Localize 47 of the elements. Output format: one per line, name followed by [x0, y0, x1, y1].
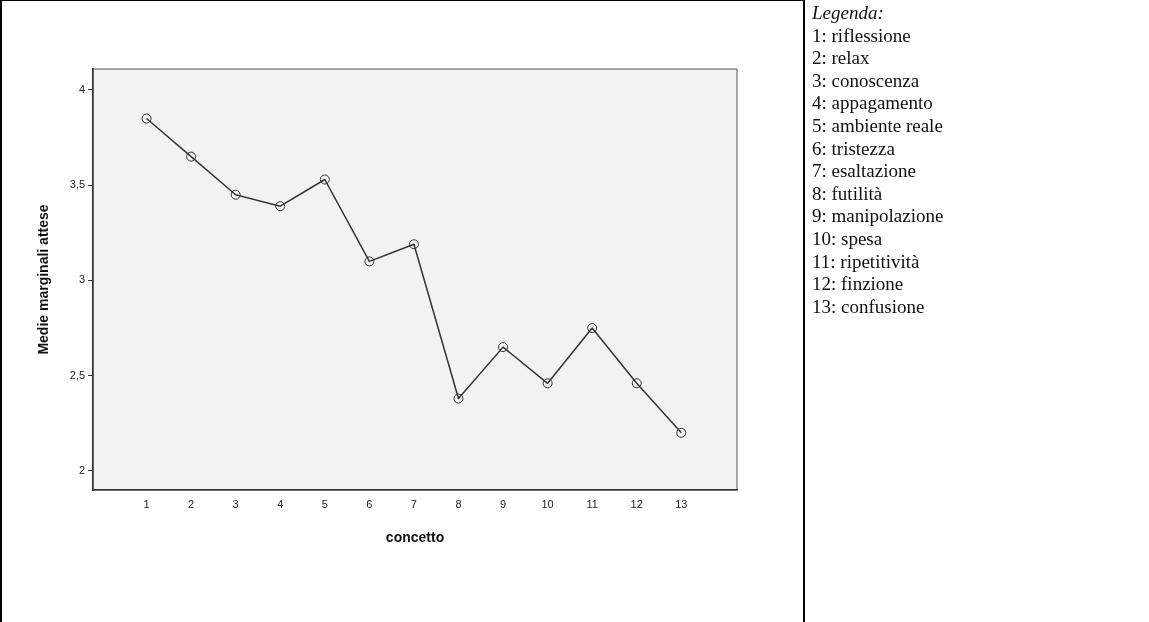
text: 4: appagamento [812, 92, 934, 115]
text: 11: ripetitività [812, 250, 921, 274]
y-axis-title: Medie marginali attese [35, 204, 52, 355]
y-tick-label: 2,5 [69, 368, 86, 381]
text: 1: riflessione [812, 24, 912, 48]
x-tick-label: 12 [630, 497, 643, 510]
text: 5: ambiente reale [812, 114, 944, 138]
x-tick-label: 1 [143, 497, 150, 510]
text: 3: conoscenza [812, 69, 921, 93]
y-tick-label: 2 [78, 463, 86, 476]
point [542, 378, 553, 389]
text: 13: confusione [812, 295, 926, 319]
x-tick-label: 13 [675, 497, 688, 510]
point [364, 256, 375, 267]
point [186, 151, 197, 162]
text: 6: tristezza [812, 137, 896, 161]
x-tick-label: 9 [499, 497, 507, 510]
text: Legenda: [812, 2, 885, 25]
text: 10: spesa [812, 227, 884, 251]
point [230, 189, 241, 200]
x-tick-label: 5 [321, 497, 328, 510]
text: 7: esaltazione [812, 160, 917, 183]
point [453, 393, 464, 404]
x-tick-label: 10 [541, 497, 554, 510]
text: 2: relax [812, 47, 871, 70]
text: 12: finzione [812, 273, 905, 296]
y-tick-label: 3,5 [69, 178, 86, 191]
point [408, 239, 419, 250]
y-tick-label: 4 [78, 82, 86, 95]
text: 9: manipolazione [812, 205, 944, 228]
x-tick-label: 2 [188, 497, 195, 510]
point [275, 201, 286, 212]
point [141, 113, 152, 124]
x-axis-title: concetto [385, 529, 445, 546]
x-tick-label: 7 [410, 497, 417, 510]
point [587, 323, 598, 334]
x-tick-label: 11 [586, 497, 598, 510]
point [498, 342, 509, 353]
x-tick-label: 6 [366, 497, 373, 510]
x-tick-label: 4 [277, 497, 284, 510]
point [676, 427, 687, 438]
text: 8: futilità [812, 182, 884, 206]
point [319, 174, 330, 185]
x-tick-label: 3 [232, 497, 239, 510]
point [631, 378, 642, 389]
y-tick-label: 3 [78, 273, 86, 286]
x-tick-label: 8 [455, 497, 462, 510]
